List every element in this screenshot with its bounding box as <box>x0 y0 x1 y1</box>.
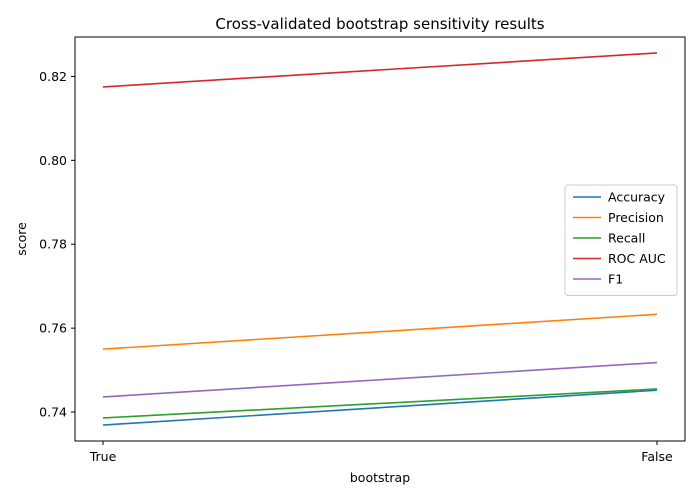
y-axis-label: score <box>14 222 29 256</box>
y-tick-label: 0.74 <box>39 405 67 420</box>
x-axis: True False <box>89 441 673 464</box>
series-line-accuracy <box>102 389 658 426</box>
series-line-f1 <box>102 361 658 398</box>
legend-box <box>564 184 678 296</box>
legend-label-roc-auc: ROC AUC <box>608 251 666 266</box>
y-tick-label: 0.80 <box>39 153 67 168</box>
series-line-roc-auc <box>102 52 658 88</box>
x-tick-label: True <box>89 449 117 464</box>
legend-label-accuracy: Accuracy <box>608 190 666 205</box>
legend-label-precision: Precision <box>608 210 664 225</box>
legend: Accuracy Precision Recall ROC AUC F1 <box>564 184 678 296</box>
y-axis: 0.74 0.76 0.78 0.80 0.82 <box>39 69 75 420</box>
chart-title: Cross-validated bootstrap sensitivity re… <box>215 15 544 33</box>
legend-label-recall: Recall <box>608 231 645 246</box>
y-tick-label: 0.76 <box>39 321 67 336</box>
plot-frame <box>74 36 686 442</box>
series-line-recall <box>102 388 658 419</box>
plot-area <box>102 52 658 426</box>
x-axis-label: bootstrap <box>350 470 410 485</box>
x-tick-label: False <box>641 449 673 464</box>
y-tick-label: 0.78 <box>39 237 67 252</box>
series-line-precision <box>102 313 658 350</box>
legend-label-f1: F1 <box>608 272 623 287</box>
y-tick-label: 0.82 <box>39 69 67 84</box>
